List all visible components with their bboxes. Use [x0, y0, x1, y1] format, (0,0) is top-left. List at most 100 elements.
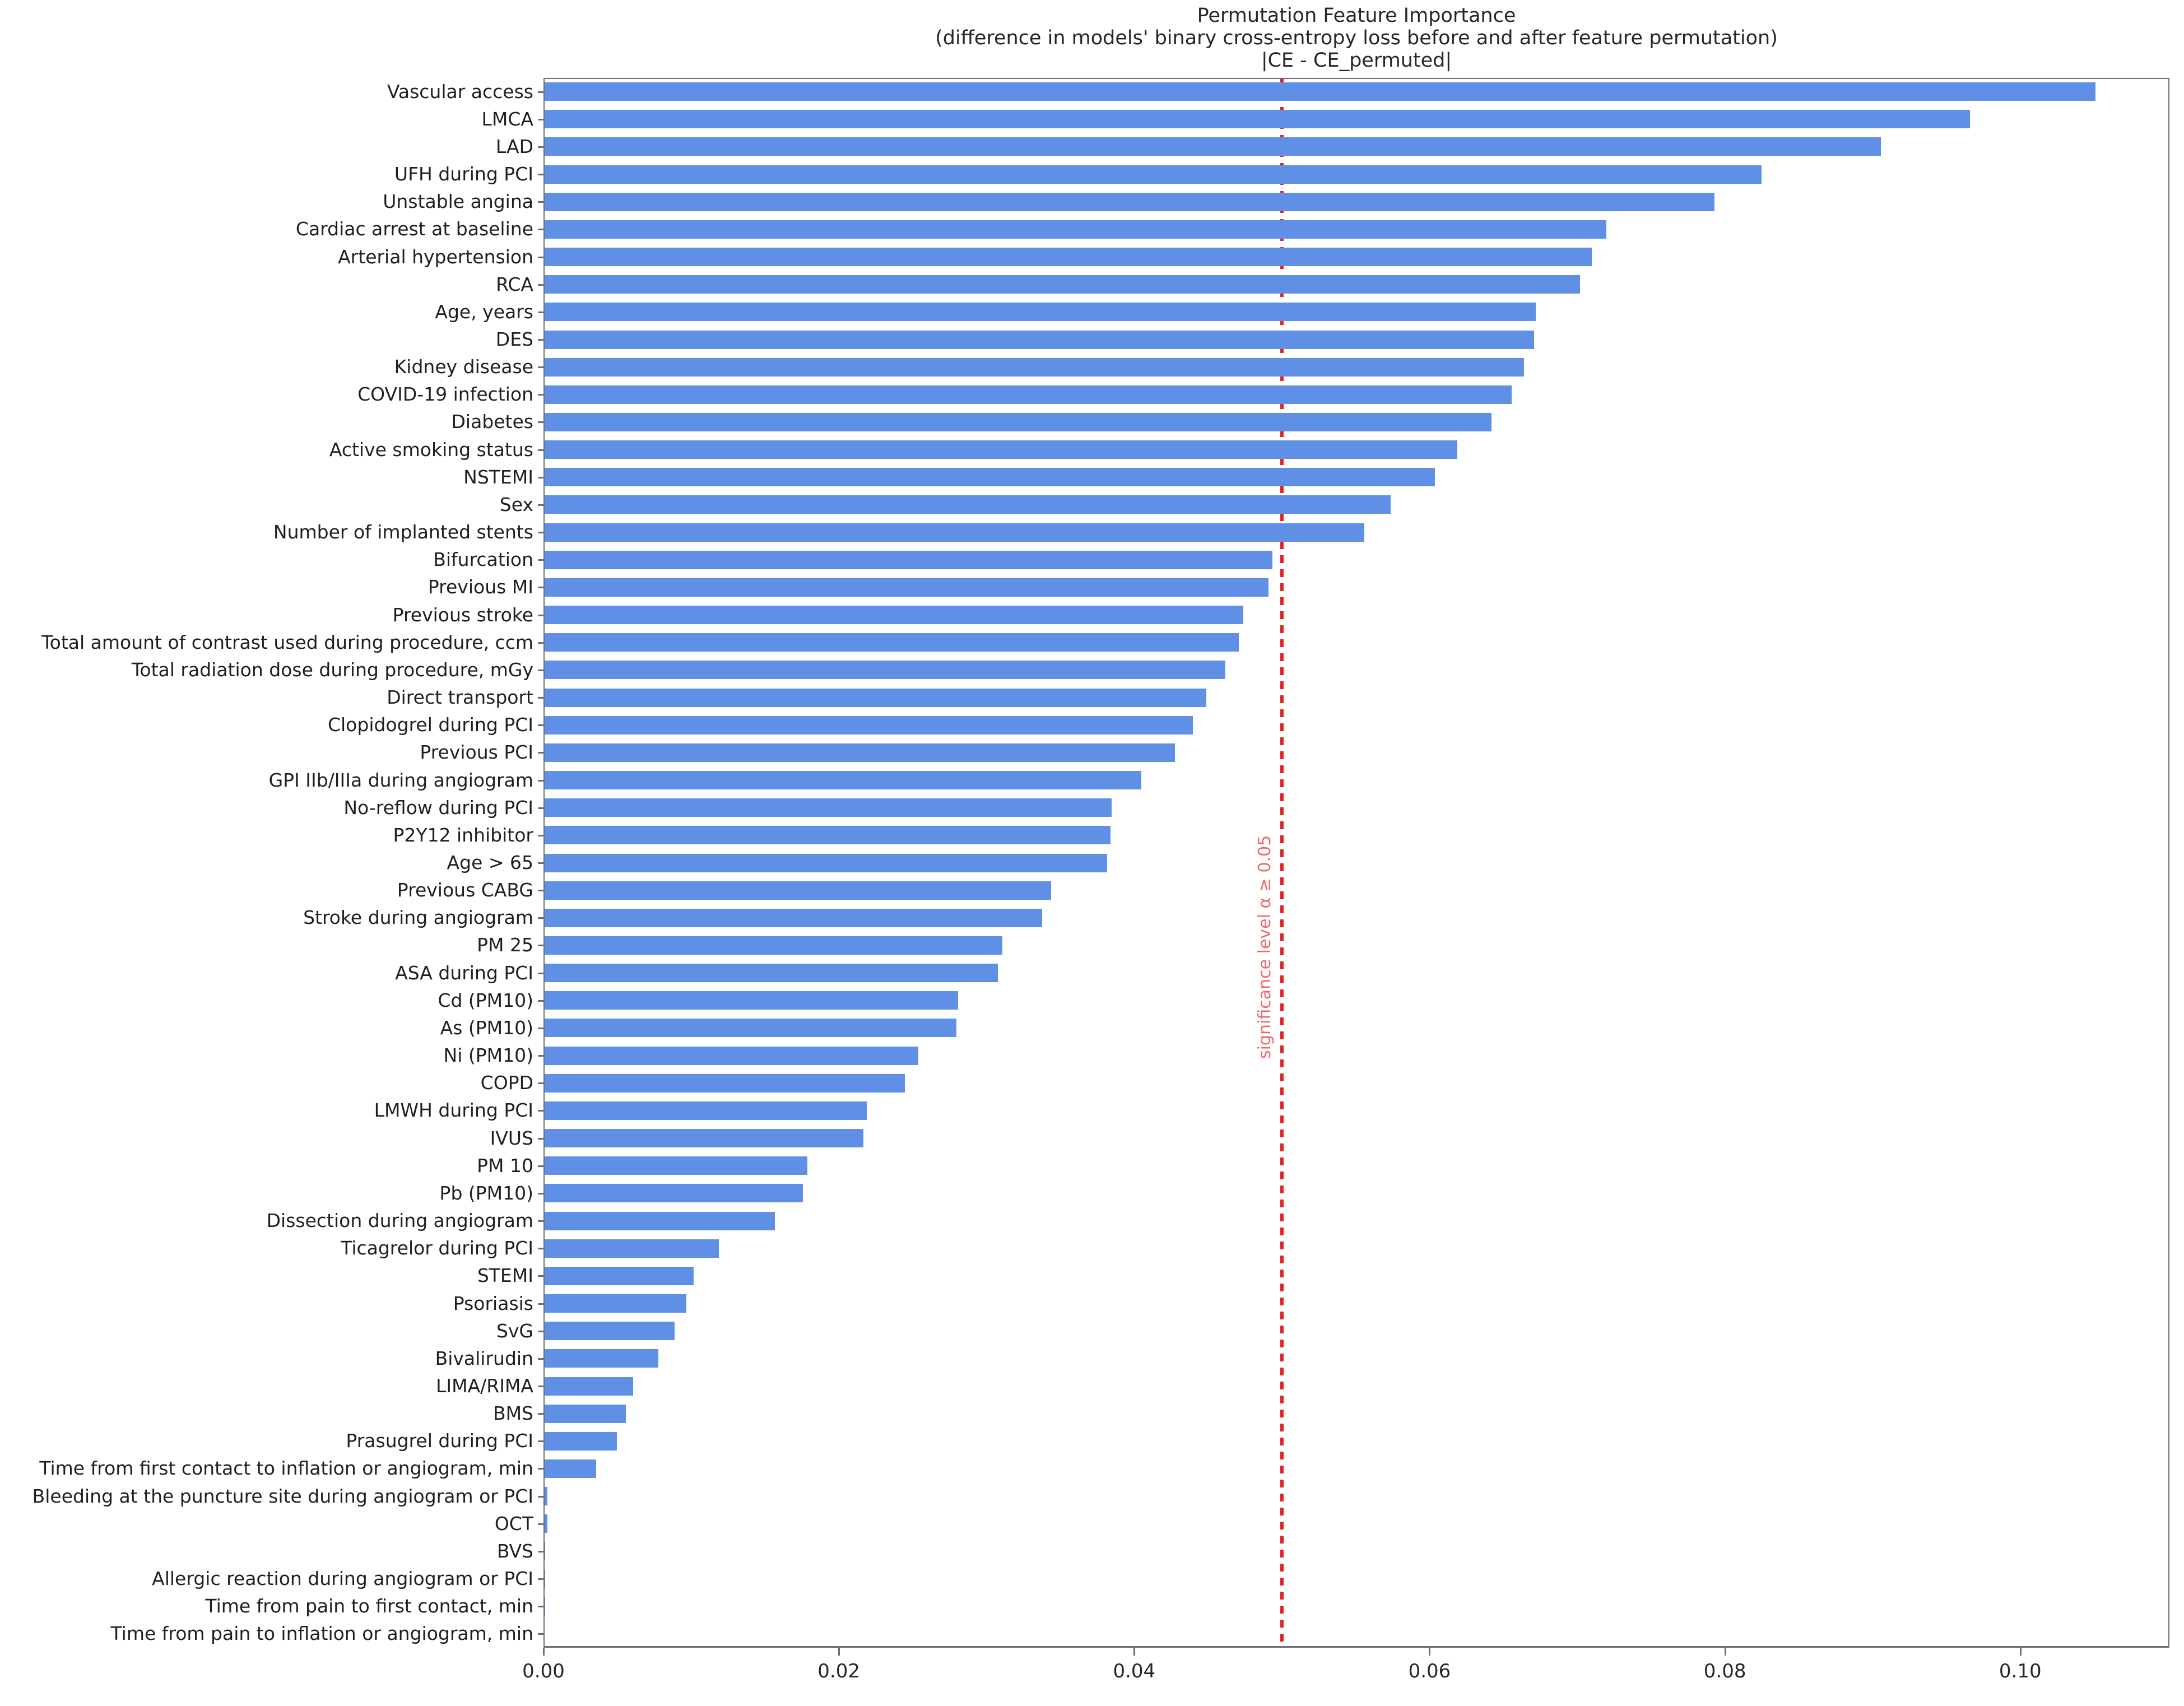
y-axis-tick	[538, 642, 543, 644]
importance-bar	[545, 715, 1193, 735]
y-axis-tick	[538, 174, 543, 176]
y-axis-label: Age > 65	[447, 852, 533, 873]
y-axis-label: UFH during PCI	[394, 163, 533, 185]
y-axis-tick	[538, 339, 543, 341]
importance-bar	[545, 1101, 867, 1120]
importance-bar	[545, 633, 1239, 652]
importance-bar	[545, 1046, 918, 1065]
importance-bar	[545, 385, 1512, 404]
importance-bar	[545, 1019, 956, 1038]
importance-bar	[545, 1239, 719, 1258]
importance-bar	[545, 688, 1206, 707]
y-axis-tick	[538, 834, 543, 836]
y-axis-label: Previous stroke	[392, 603, 533, 626]
y-axis-label: Kidney disease	[394, 356, 533, 378]
chart-subtitle-formula: |CE - CE_permuted|	[1261, 49, 1452, 72]
y-axis-label: As (PM10)	[440, 1016, 533, 1039]
y-axis-tick	[538, 862, 543, 864]
y-axis-label: Previous MI	[427, 576, 533, 598]
y-axis-tick	[538, 724, 543, 727]
importance-bar	[545, 495, 1391, 514]
y-axis-tick	[538, 532, 543, 534]
y-axis-tick	[538, 1386, 543, 1387]
importance-bar	[545, 578, 1268, 597]
importance-bar	[545, 192, 1714, 211]
y-axis-label: STEMI	[477, 1265, 533, 1287]
chart-subtitle: (difference in models' binary cross-entr…	[935, 27, 1778, 49]
importance-bar	[545, 606, 1243, 625]
importance-bar	[545, 964, 998, 983]
y-axis-label: Psoriasis	[453, 1292, 533, 1314]
y-axis-label: Clopidogrel during PCI	[327, 714, 533, 736]
y-axis-label: Arterial hypertension	[338, 245, 533, 268]
importance-bar	[545, 1073, 905, 1093]
importance-bar	[545, 1514, 547, 1533]
importance-bar	[545, 1266, 694, 1285]
importance-bar	[545, 798, 1112, 817]
importance-bar	[545, 82, 2095, 101]
y-axis-tick	[538, 449, 543, 451]
y-axis-label: LMCA	[481, 108, 533, 130]
importance-bar	[545, 275, 1580, 294]
y-axis-tick	[538, 945, 543, 947]
y-axis-tick	[538, 311, 543, 313]
significance-threshold-line	[1280, 79, 1284, 1646]
y-axis-tick	[538, 283, 543, 286]
importance-bar	[545, 412, 1491, 431]
y-axis-label: COVID-19 infection	[357, 383, 533, 406]
x-axis-tick-label: 0.08	[1703, 1660, 1746, 1682]
y-axis-tick	[538, 890, 543, 892]
y-axis-tick	[538, 1110, 543, 1112]
y-axis-label: Allergic reaction during angiogram or PC…	[152, 1568, 533, 1590]
y-axis-tick	[538, 669, 543, 671]
y-axis-tick	[538, 1000, 543, 1002]
y-axis-label: Unstable angina	[383, 190, 533, 213]
importance-bar	[545, 1487, 547, 1506]
y-axis-label: COPD	[480, 1072, 533, 1094]
importance-bar	[545, 1431, 617, 1451]
y-axis-tick	[538, 504, 543, 506]
y-axis-label: Cd (PM10)	[438, 989, 533, 1011]
y-axis-label: LAD	[495, 135, 533, 157]
x-axis-tick	[2019, 1648, 2022, 1656]
importance-bar	[545, 1184, 803, 1203]
y-axis-tick	[538, 1248, 543, 1250]
y-axis-label: ASA during PCI	[395, 961, 533, 984]
y-axis-tick	[538, 559, 543, 561]
y-axis-label: Vascular access	[387, 80, 533, 103]
y-axis-label: RCA	[496, 273, 533, 295]
y-axis-label: LMWH during PCI	[374, 1099, 533, 1122]
importance-bar	[545, 1377, 633, 1396]
y-axis-tick	[538, 1220, 543, 1222]
x-axis-tick-label: 0.04	[1113, 1660, 1156, 1682]
y-axis-label: Direct transport	[387, 686, 533, 709]
y-axis-tick	[538, 752, 543, 754]
y-axis-label: Total amount of contrast used during pro…	[41, 631, 533, 653]
y-axis-label: DES	[495, 328, 533, 350]
importance-bar	[545, 826, 1110, 845]
y-axis-tick	[538, 1358, 543, 1360]
y-axis-label: Active smoking status	[329, 438, 533, 461]
importance-bar	[545, 523, 1364, 542]
importance-bar	[545, 1404, 626, 1423]
importance-bar	[545, 908, 1042, 927]
y-axis-tick	[538, 587, 543, 589]
y-axis-tick	[538, 1495, 543, 1498]
y-axis-tick	[538, 366, 543, 369]
y-axis-label: Previous PCI	[420, 741, 533, 764]
y-axis-tick	[538, 146, 543, 148]
importance-bar	[545, 1322, 675, 1341]
importance-bar	[545, 137, 1881, 156]
y-axis-label: Pb (PM10)	[439, 1182, 533, 1204]
y-axis-label: SvG	[496, 1319, 533, 1342]
y-axis-label: Sex	[499, 493, 533, 515]
y-axis-tick	[538, 779, 543, 782]
y-axis-tick	[538, 1606, 543, 1608]
y-axis-label: Prasugrel during PCI	[346, 1430, 533, 1452]
x-axis-tick-label: 0.10	[1999, 1660, 2042, 1682]
y-axis-label: No-reflow during PCI	[343, 796, 533, 819]
x-axis-tick-label: 0.06	[1408, 1660, 1451, 1682]
y-axis-tick	[538, 1550, 543, 1552]
importance-bar	[545, 1156, 807, 1175]
y-axis-label: BMS	[492, 1402, 533, 1425]
